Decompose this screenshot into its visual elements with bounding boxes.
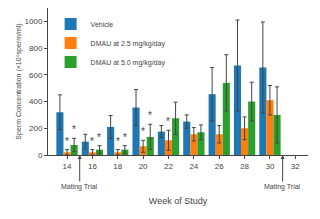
svg-text:18: 18 (113, 162, 122, 171)
svg-text:*: * (166, 116, 170, 127)
svg-text:*: * (97, 132, 101, 143)
svg-text:*: * (72, 124, 76, 135)
svg-text:22: 22 (164, 162, 173, 171)
svg-text:400: 400 (29, 97, 43, 106)
svg-text:26: 26 (215, 162, 224, 171)
svg-text:1000: 1000 (25, 17, 43, 26)
svg-text:14: 14 (63, 162, 72, 171)
svg-text:30: 30 (265, 162, 274, 171)
svg-text:*: * (148, 110, 152, 121)
svg-text:Sperm Concentration (×10⁶sperm: Sperm Concentration (×10⁶sperm/ml) (15, 23, 23, 139)
svg-text:*: * (65, 136, 69, 147)
svg-text:*: * (90, 136, 94, 147)
svg-text:800: 800 (29, 44, 43, 53)
svg-text:Week of Study: Week of Study (149, 196, 208, 206)
svg-text:Mating Trial: Mating Trial (264, 183, 301, 191)
svg-text:*: * (141, 126, 145, 137)
svg-text:24: 24 (189, 162, 198, 171)
svg-text:200: 200 (29, 124, 43, 133)
svg-text:Vehicle: Vehicle (91, 21, 114, 28)
svg-text:DMAU at 5.0 mg/kg/day: DMAU at 5.0 mg/kg/day (91, 59, 166, 67)
svg-text:32: 32 (291, 162, 300, 171)
svg-text:DMAU at 2.5 mg/kg/day: DMAU at 2.5 mg/kg/day (91, 40, 166, 48)
svg-text:28: 28 (240, 162, 249, 171)
svg-text:0: 0 (38, 151, 43, 160)
svg-text:*: * (116, 136, 120, 147)
svg-text:*: * (123, 132, 127, 143)
svg-text:600: 600 (29, 71, 43, 80)
svg-text:20: 20 (139, 162, 148, 171)
svg-text:Mating Trial: Mating Trial (61, 183, 98, 191)
svg-text:16: 16 (88, 162, 97, 171)
